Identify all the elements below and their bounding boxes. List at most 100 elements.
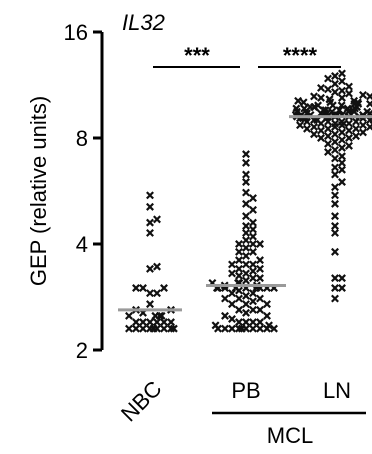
data-point-ln (297, 122, 303, 128)
data-point-pb (250, 219, 256, 225)
data-point-ln (332, 213, 338, 219)
data-point-ln (339, 87, 345, 93)
data-point-pb (243, 293, 249, 299)
data-point-pb (236, 266, 242, 272)
data-point-pb (236, 295, 242, 301)
data-point-nbc (154, 216, 160, 222)
data-point-ln (325, 126, 331, 132)
data-point-nbc (147, 192, 153, 198)
data-point-ln (339, 153, 345, 159)
y-tick-label: 16 (64, 20, 88, 45)
data-point-ln (346, 83, 352, 89)
data-point-ln (332, 184, 338, 190)
data-point-ln (318, 135, 324, 141)
data-point-ln (332, 73, 338, 79)
y-tick-label: 2 (76, 338, 88, 363)
data-point-pb (250, 226, 256, 232)
data-point-ln (307, 104, 313, 110)
data-point-nbc (154, 290, 160, 296)
data-point-pb (243, 213, 249, 219)
data-point-ln (311, 93, 317, 99)
sig-label-nbc-pb: *** (184, 43, 210, 68)
sig-label-pb-ln: **** (283, 43, 318, 68)
data-point-ln (353, 126, 359, 132)
data-point-pb (229, 261, 235, 267)
data-point-nbc (140, 325, 146, 331)
data-point-pb (264, 313, 270, 319)
data-point-pb (243, 245, 249, 251)
data-point-ln (332, 171, 338, 177)
data-point-ln (346, 143, 352, 149)
data-point-pb (250, 195, 256, 201)
data-point-ln (346, 90, 352, 96)
data-point-ln (325, 86, 331, 92)
data-point-ln (339, 160, 345, 166)
data-point-pb (236, 307, 242, 313)
data-point-ln (325, 141, 331, 147)
data-point-pb (222, 325, 228, 331)
data-point-nbc (147, 219, 153, 225)
data-point-nbc (140, 285, 146, 291)
data-point-ln (360, 129, 366, 135)
data-point-nbc (147, 266, 153, 272)
data-point-pb (243, 201, 249, 207)
data-point-ln (346, 127, 352, 133)
data-point-nbc (133, 285, 139, 291)
data-point-pb (250, 268, 256, 274)
data-point-pb (229, 325, 235, 331)
data-point-pb (222, 313, 228, 319)
group-label-mcl: MCL (267, 423, 313, 448)
data-point-pb (257, 295, 263, 301)
data-point-ln (353, 133, 359, 139)
data-point-pb (243, 319, 249, 325)
data-point-nbc (147, 204, 153, 210)
data-point-pb (243, 223, 249, 229)
data-point-pb (264, 301, 270, 307)
data-point-ln (318, 85, 324, 91)
data-point-ln (346, 135, 352, 141)
data-point-ln (325, 75, 331, 81)
data-point-ln (339, 137, 345, 143)
data-point-pb (243, 230, 249, 236)
data-point-pb (243, 270, 249, 276)
data-point-ln (332, 147, 338, 153)
data-point-pb (243, 179, 249, 185)
data-point-ln (325, 133, 331, 139)
data-point-pb (257, 275, 263, 281)
data-point-pb (243, 171, 249, 177)
y-tick-label: 8 (76, 126, 88, 151)
data-point-pb (250, 241, 256, 247)
data-point-pb (243, 301, 249, 307)
data-point-ln (339, 95, 345, 101)
data-point-pb (243, 253, 249, 259)
data-point-pb (243, 310, 249, 316)
data-point-ln (318, 127, 324, 133)
data-point-pb (243, 237, 249, 243)
data-point-pb (250, 249, 256, 255)
data-point-nbc (154, 319, 160, 325)
data-point-ln (339, 167, 345, 173)
data-point-pb (222, 295, 228, 301)
data-point-ln (360, 122, 366, 128)
data-point-nbc (161, 325, 167, 331)
data-point-ln (367, 93, 372, 99)
data-point-nbc (140, 319, 146, 325)
data-point-ln (332, 164, 338, 170)
y-axis-label: GEP (relative units) (26, 96, 51, 286)
data-points (126, 70, 372, 332)
data-point-pb (250, 325, 256, 331)
data-point-pb (257, 241, 263, 247)
data-point-ln (332, 155, 338, 161)
data-point-ln (332, 192, 338, 198)
data-point-ln (332, 275, 338, 281)
data-point-nbc (133, 319, 139, 325)
data-point-ln (332, 223, 338, 229)
data-point-pb (257, 319, 263, 325)
data-point-nbc (168, 319, 174, 325)
data-point-ln (332, 131, 338, 137)
data-point-ln (339, 275, 345, 281)
data-point-pb (250, 319, 256, 325)
data-point-pb (236, 319, 242, 325)
data-point-nbc (133, 325, 139, 331)
data-point-pb (243, 151, 249, 157)
